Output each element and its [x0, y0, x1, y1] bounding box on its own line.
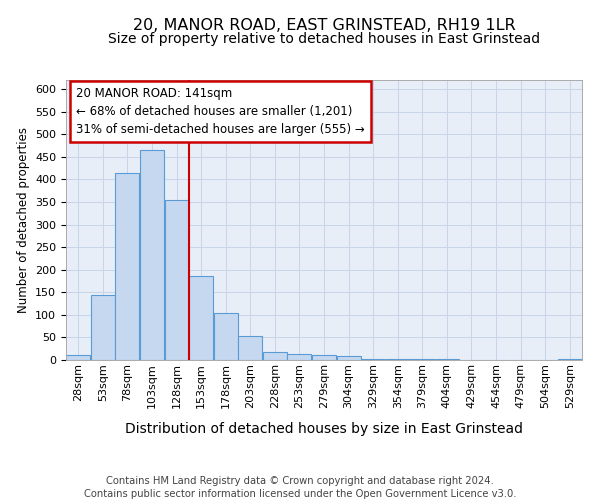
Bar — [115, 172, 139, 360]
Bar — [287, 354, 311, 360]
Bar — [337, 356, 361, 360]
Bar — [557, 358, 582, 360]
Bar — [386, 359, 410, 360]
Bar — [263, 352, 287, 360]
Text: Size of property relative to detached houses in East Grinstead: Size of property relative to detached ho… — [108, 32, 540, 46]
Bar — [410, 359, 434, 360]
Bar — [189, 276, 213, 360]
Bar — [66, 356, 91, 360]
Text: 20, MANOR ROAD, EAST GRINSTEAD, RH19 1LR: 20, MANOR ROAD, EAST GRINSTEAD, RH19 1LR — [133, 18, 515, 32]
Bar — [91, 296, 115, 360]
Bar — [140, 150, 164, 360]
Y-axis label: Number of detached properties: Number of detached properties — [17, 127, 29, 313]
Bar — [435, 359, 459, 360]
Text: Contains HM Land Registry data © Crown copyright and database right 2024.: Contains HM Land Registry data © Crown c… — [106, 476, 494, 486]
Bar — [164, 200, 188, 360]
Bar — [238, 336, 262, 360]
Bar — [214, 314, 238, 360]
Text: 20 MANOR ROAD: 141sqm
← 68% of detached houses are smaller (1,201)
31% of semi-d: 20 MANOR ROAD: 141sqm ← 68% of detached … — [76, 87, 365, 136]
Bar — [312, 356, 336, 360]
Text: Contains public sector information licensed under the Open Government Licence v3: Contains public sector information licen… — [84, 489, 516, 499]
Bar — [361, 358, 385, 360]
X-axis label: Distribution of detached houses by size in East Grinstead: Distribution of detached houses by size … — [125, 422, 523, 436]
